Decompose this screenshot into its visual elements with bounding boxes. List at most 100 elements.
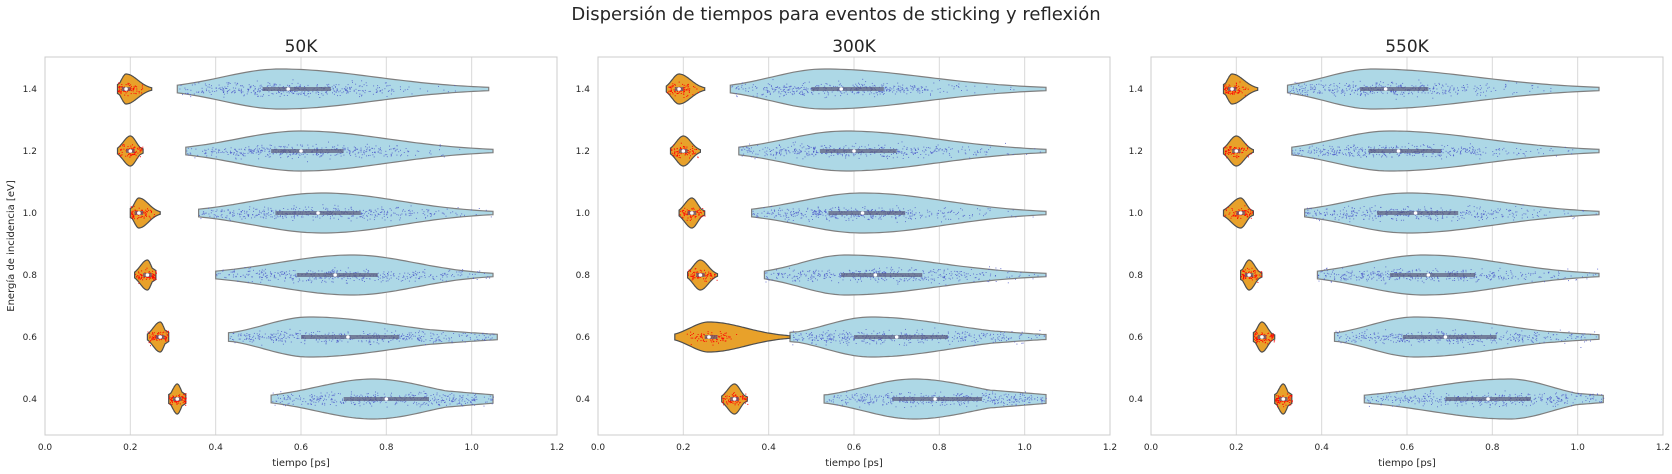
- reflection-point: [419, 88, 421, 90]
- reflection-point: [903, 153, 905, 154]
- reflection-point: [280, 153, 282, 155]
- reflection-point: [886, 90, 888, 92]
- sticking-median: [124, 87, 128, 91]
- reflection-point: [350, 400, 352, 402]
- reflection-point: [974, 277, 976, 279]
- sticking-point: [683, 91, 685, 92]
- reflection-point: [380, 152, 382, 154]
- sticking-point: [165, 332, 167, 334]
- reflection-point: [319, 277, 321, 279]
- reflection-point: [801, 214, 803, 216]
- reflection-point: [752, 89, 754, 91]
- reflection-point: [292, 79, 294, 81]
- reflection-point: [216, 90, 218, 92]
- reflection-point: [240, 92, 242, 94]
- reflection-point: [303, 398, 305, 400]
- reflection-point: [292, 335, 294, 337]
- reflection-point: [323, 215, 325, 216]
- reflection-point: [337, 277, 339, 279]
- reflection-point: [398, 334, 400, 336]
- reflection-point: [407, 88, 409, 90]
- reflection-point: [306, 272, 308, 274]
- reflection-point: [237, 151, 239, 153]
- reflection-point: [408, 210, 409, 212]
- reflection-point: [425, 393, 427, 395]
- reflection-point: [789, 88, 791, 90]
- reflection-point: [361, 80, 363, 82]
- reflection-point: [478, 339, 480, 341]
- sticking-point: [132, 213, 134, 215]
- reflection-point: [489, 334, 491, 336]
- sticking-point: [677, 151, 678, 153]
- reflection-point: [459, 402, 461, 404]
- reflection-point: [378, 149, 380, 151]
- reflection-point: [293, 153, 295, 155]
- reflection-point: [290, 90, 292, 92]
- reflection-point: [328, 271, 330, 273]
- reflection-point: [461, 213, 463, 215]
- reflection-point: [187, 153, 189, 155]
- reflection-point: [801, 151, 802, 153]
- reflection-point: [779, 87, 781, 89]
- reflection-point: [900, 91, 902, 93]
- reflection-point: [363, 153, 365, 155]
- reflection-point: [287, 398, 289, 400]
- sticking-point: [692, 145, 693, 147]
- reflection-point: [854, 215, 856, 217]
- reflection-point: [423, 402, 425, 403]
- sticking-point: [125, 92, 127, 94]
- reflection-point: [937, 144, 939, 146]
- sticking-point: [130, 84, 132, 86]
- reflection-point: [830, 273, 832, 275]
- reflection-point: [1028, 275, 1030, 276]
- reflection-point: [238, 333, 240, 335]
- x-axis-label: tiempo [ps]: [825, 458, 883, 469]
- reflection-point: [461, 334, 463, 336]
- sticking-point: [142, 210, 143, 212]
- reflection-point: [442, 279, 444, 281]
- reflection-point: [235, 276, 237, 278]
- reflection-point: [771, 213, 773, 215]
- reflection-point: [248, 268, 250, 270]
- reflection-point: [356, 217, 358, 219]
- reflection-point: [289, 277, 291, 279]
- reflection-point: [369, 278, 371, 280]
- reflection-point: [921, 86, 923, 88]
- reflection-point: [299, 399, 301, 401]
- reflection-point: [237, 335, 239, 337]
- reflection-point: [263, 94, 264, 96]
- reflection-point: [302, 209, 304, 211]
- sticking-point: [118, 90, 119, 92]
- reflection-point: [801, 273, 803, 275]
- reflection-point: [796, 212, 798, 214]
- reflection-point: [229, 152, 231, 153]
- sticking-point: [173, 396, 174, 397]
- reflection-point: [301, 403, 303, 405]
- reflection-point: [265, 275, 267, 277]
- reflection-point: [993, 89, 995, 91]
- sticking-point: [155, 272, 157, 274]
- reflection-point: [289, 398, 291, 400]
- reflection-point: [769, 213, 771, 215]
- reflection-point: [372, 154, 374, 156]
- reflection-point: [796, 90, 798, 92]
- reflection-point: [404, 272, 406, 274]
- reflection-point: [386, 156, 388, 158]
- x-tick-label: 1.2: [550, 443, 564, 453]
- reflection-point: [888, 89, 890, 90]
- reflection-point: [336, 401, 338, 403]
- reflection-point: [897, 85, 899, 87]
- reflection-point: [939, 80, 940, 82]
- sticking-point: [143, 211, 145, 213]
- sticking-point: [684, 213, 686, 215]
- reflection-point: [331, 398, 333, 400]
- reflection-point: [383, 213, 385, 215]
- reflection-point: [282, 215, 283, 217]
- reflection-point: [960, 271, 962, 272]
- reflection-point: [312, 91, 314, 93]
- reflection-point: [373, 85, 375, 87]
- reflection-point: [317, 215, 319, 217]
- reflection-point: [868, 269, 870, 271]
- sticking-point: [185, 398, 187, 400]
- reflection-point: [332, 339, 334, 341]
